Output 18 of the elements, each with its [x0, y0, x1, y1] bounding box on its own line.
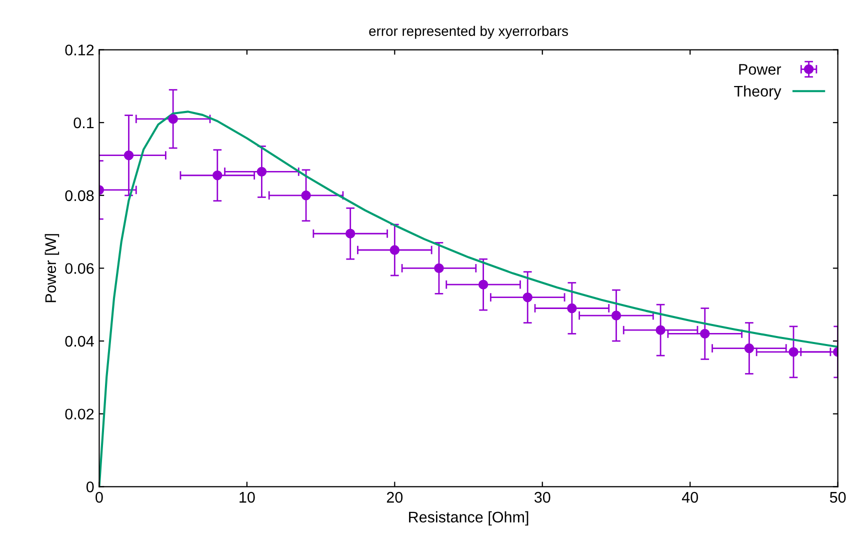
x-tick-label: 50 — [830, 492, 846, 503]
x-axis-title: Resistance [Ohm] — [409, 511, 528, 526]
y-tick-label: 0.12 — [65, 44, 94, 56]
y-tick-label: 0.02 — [65, 408, 94, 420]
x-tick-label: 30 — [534, 492, 550, 503]
x-tick-label: 40 — [682, 492, 698, 503]
y-tick-label: 0.04 — [65, 336, 94, 347]
y-axis-title: Power [W] — [44, 234, 60, 302]
y-tick-label: 0.08 — [65, 190, 94, 202]
y-tick-label: 0.1 — [74, 117, 94, 128]
x-tick-label: 20 — [386, 492, 403, 503]
x-tick-label: 10 — [240, 492, 255, 503]
chart-title: error represented by xyerrorbars — [369, 26, 568, 39]
legend-label: Power — [739, 64, 782, 75]
legend-label: Theory — [734, 85, 782, 100]
x-tick-label: 0 — [96, 492, 103, 503]
y-tick-label: 0.06 — [65, 263, 94, 274]
y-tick-label: 0 — [86, 482, 94, 492]
